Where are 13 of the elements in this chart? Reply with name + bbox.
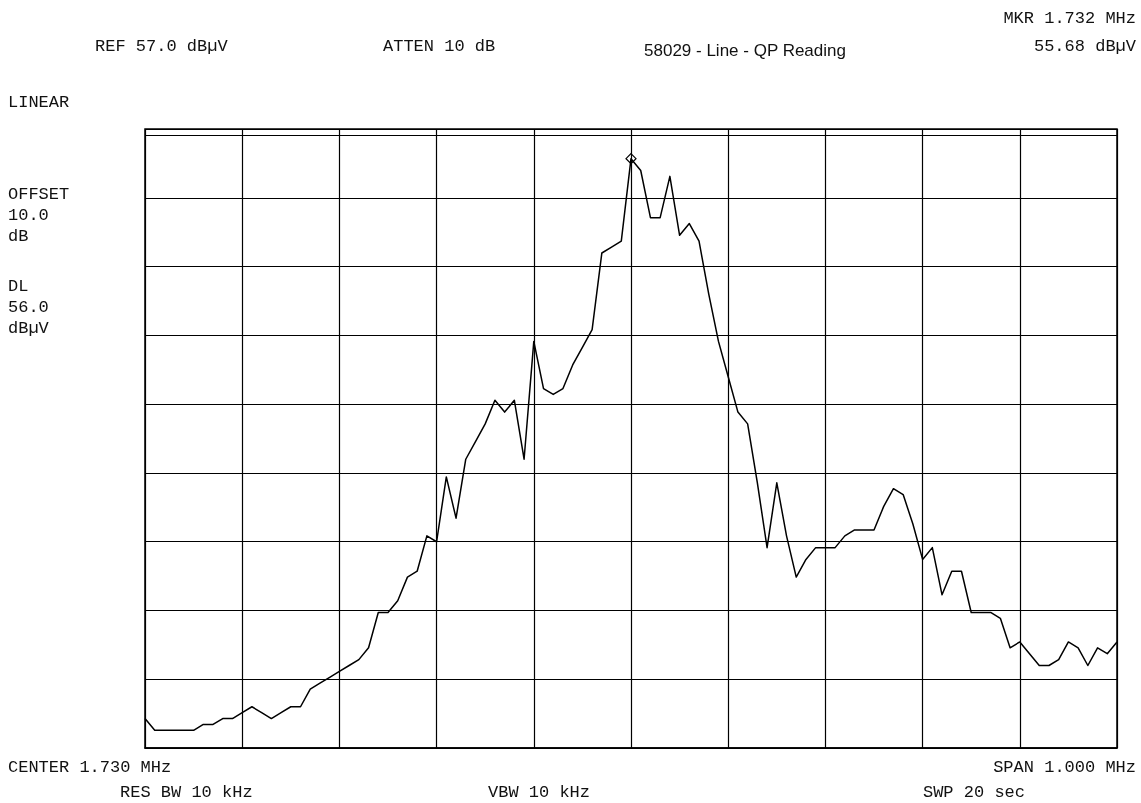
text: REF 57.0 dBµV <box>95 37 229 56</box>
text: RES BW 10 kHz <box>120 783 253 802</box>
text: OFFSET 10.0 dB <box>8 185 70 246</box>
text: LINEAR <box>8 93 70 112</box>
text: DL 56.0 dBµV <box>8 277 50 338</box>
text: 55.68 dBµV <box>1033 37 1137 56</box>
text: ATTEN 10 dB <box>383 37 496 56</box>
text: MKR 1.732 MHz <box>1003 9 1136 28</box>
chart-title: 58029 - Line - QP Reading <box>644 41 846 60</box>
text: VBW 10 kHz <box>488 783 591 802</box>
text: SWP 20 sec <box>922 783 1025 802</box>
text: CENTER 1.730 MHz <box>8 758 172 777</box>
text: SPAN 1.000 MHz <box>993 758 1136 777</box>
